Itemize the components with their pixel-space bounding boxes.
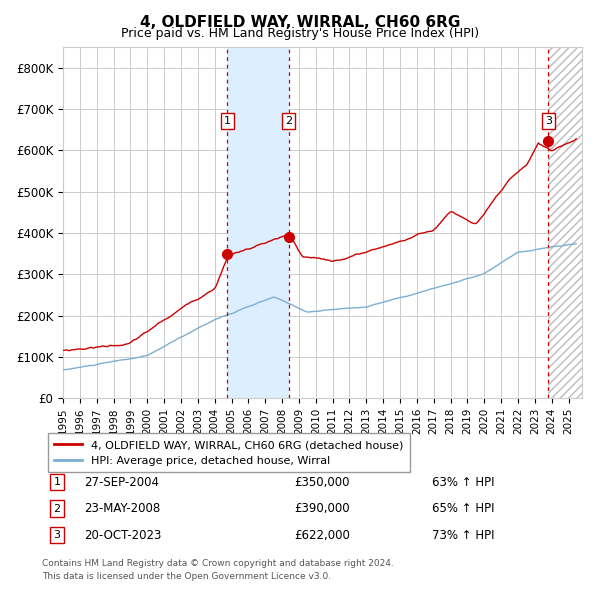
Text: 27-SEP-2004: 27-SEP-2004 (84, 476, 159, 489)
Text: Price paid vs. HM Land Registry's House Price Index (HPI): Price paid vs. HM Land Registry's House … (121, 27, 479, 40)
Text: 23-MAY-2008: 23-MAY-2008 (84, 502, 160, 515)
Text: 2: 2 (285, 116, 292, 126)
Text: 3: 3 (545, 116, 552, 126)
Text: 73% ↑ HPI: 73% ↑ HPI (432, 529, 494, 542)
Text: £622,000: £622,000 (294, 529, 350, 542)
Text: Contains HM Land Registry data © Crown copyright and database right 2024.: Contains HM Land Registry data © Crown c… (42, 559, 394, 568)
Bar (548, 47, 582, 398)
Text: 1: 1 (53, 477, 61, 487)
Text: This data is licensed under the Open Government Licence v3.0.: This data is licensed under the Open Gov… (42, 572, 331, 581)
Text: 1: 1 (224, 116, 230, 126)
Text: 2: 2 (53, 504, 61, 513)
Legend: 4, OLDFIELD WAY, WIRRAL, CH60 6RG (detached house), HPI: Average price, detached: 4, OLDFIELD WAY, WIRRAL, CH60 6RG (detac… (47, 434, 410, 472)
Text: 20-OCT-2023: 20-OCT-2023 (84, 529, 161, 542)
Bar (227, 47, 289, 398)
Text: 65% ↑ HPI: 65% ↑ HPI (432, 502, 494, 515)
Text: 63% ↑ HPI: 63% ↑ HPI (432, 476, 494, 489)
Text: £390,000: £390,000 (294, 502, 350, 515)
Text: 4, OLDFIELD WAY, WIRRAL, CH60 6RG: 4, OLDFIELD WAY, WIRRAL, CH60 6RG (140, 15, 460, 30)
Text: £350,000: £350,000 (294, 476, 349, 489)
Text: 3: 3 (53, 530, 61, 540)
